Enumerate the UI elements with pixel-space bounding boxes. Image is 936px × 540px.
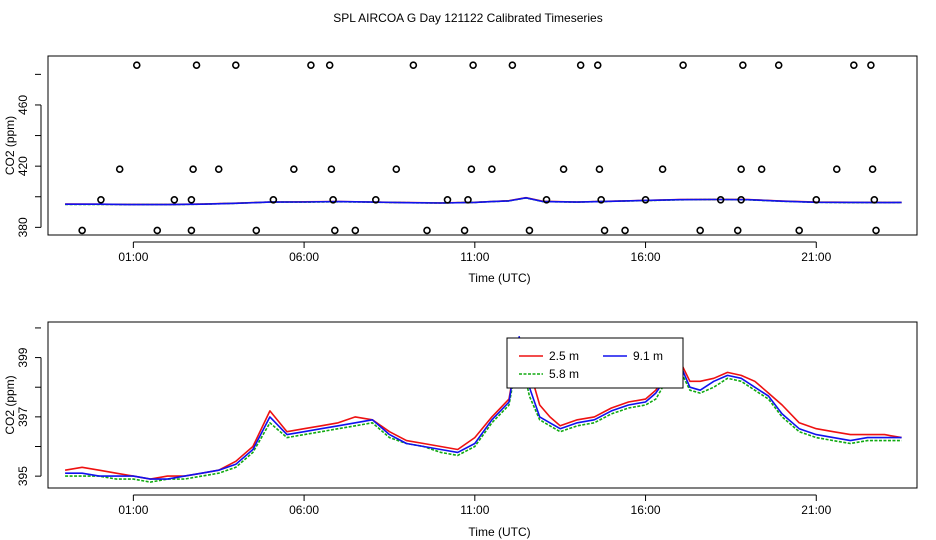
data-point bbox=[576, 61, 585, 69]
data-point bbox=[595, 165, 604, 174]
plot-frame bbox=[47, 321, 918, 489]
series-line-9-1-m bbox=[65, 197, 902, 206]
x-tick-label: 06:00 bbox=[289, 503, 319, 517]
x-axis-label: Time (UTC) bbox=[468, 271, 530, 285]
panel-bottom-line: 01:00 06:00 11:00 16:00 21:00 Time (UTC) 395 39… bbox=[3, 321, 918, 539]
x-tick-label: 16:00 bbox=[631, 503, 661, 517]
data-point bbox=[593, 61, 602, 69]
data-point bbox=[290, 165, 298, 174]
data-point bbox=[327, 165, 336, 174]
data-point bbox=[325, 61, 334, 69]
panel-top-scatter: 01:00 06:00 11:00 16:00 21:00 Time (UTC) 380 42… bbox=[3, 55, 918, 285]
data-point bbox=[872, 226, 880, 235]
series-line-9-1-m bbox=[65, 336, 902, 480]
x-tick-label: 11:00 bbox=[460, 503, 489, 517]
x-tick-label: 01:00 bbox=[118, 250, 148, 264]
y-tick-label: 420 bbox=[16, 156, 30, 176]
data-point bbox=[269, 196, 278, 204]
data-point bbox=[371, 196, 380, 204]
y-tick-label: 380 bbox=[16, 217, 30, 237]
data-point bbox=[467, 165, 476, 174]
data-point bbox=[868, 165, 877, 174]
data-point bbox=[78, 226, 86, 235]
data-point bbox=[409, 61, 418, 69]
data-point bbox=[231, 61, 240, 69]
data-point bbox=[559, 165, 568, 174]
legend-box bbox=[506, 337, 684, 389]
data-point bbox=[542, 196, 551, 204]
data-point bbox=[812, 196, 821, 204]
data-point bbox=[621, 226, 629, 235]
data-point bbox=[525, 226, 534, 235]
y-tick-label: 397 bbox=[16, 407, 30, 427]
data-point bbox=[716, 196, 725, 204]
data-point bbox=[733, 226, 742, 235]
data-point bbox=[679, 61, 687, 69]
data-point bbox=[600, 226, 609, 235]
data-point bbox=[739, 61, 747, 69]
data-point bbox=[423, 226, 431, 235]
data-point bbox=[214, 165, 223, 174]
data-point bbox=[757, 165, 766, 174]
data-point bbox=[597, 196, 605, 204]
x-axis-label: Time (UTC) bbox=[468, 525, 530, 539]
y-tick-label: 399 bbox=[16, 347, 30, 367]
data-point bbox=[832, 165, 841, 174]
data-point bbox=[132, 61, 141, 69]
data-point bbox=[115, 165, 124, 174]
x-tick-label: 11:00 bbox=[460, 250, 489, 264]
data-point bbox=[658, 165, 667, 174]
y-tick-label: 395 bbox=[16, 466, 30, 486]
x-tick-label: 01:00 bbox=[118, 503, 148, 517]
series-line-2-5-m bbox=[64, 339, 902, 480]
legend-label: 2.5 m bbox=[549, 349, 579, 363]
legend-label: 5.8 m bbox=[549, 367, 579, 381]
data-point bbox=[795, 226, 803, 235]
data-point bbox=[187, 226, 196, 235]
legend-label: 9.1 m bbox=[633, 349, 663, 363]
data-point bbox=[737, 165, 745, 174]
y-axis-label: CO2 (ppm) bbox=[3, 116, 17, 175]
data-point bbox=[696, 226, 704, 235]
data-point bbox=[392, 165, 401, 174]
series-line-5-8-m bbox=[65, 347, 902, 483]
data-point bbox=[850, 61, 858, 69]
data-point bbox=[641, 196, 650, 204]
y-axis-label: CO2 (ppm) bbox=[3, 375, 17, 434]
data-point bbox=[252, 226, 261, 235]
data-point bbox=[870, 196, 879, 204]
x-tick-label: 16:00 bbox=[631, 250, 661, 264]
data-point bbox=[488, 165, 496, 174]
data-point bbox=[469, 61, 477, 69]
data-point bbox=[329, 196, 337, 204]
data-point bbox=[189, 165, 197, 174]
data-point bbox=[774, 61, 783, 69]
data-point bbox=[97, 196, 105, 204]
data-point bbox=[867, 61, 875, 69]
data-point bbox=[192, 61, 201, 69]
legend: 2.5 m 5.8 m 9.1 m bbox=[506, 337, 684, 389]
x-tick-label: 21:00 bbox=[801, 503, 831, 517]
data-point bbox=[737, 196, 745, 204]
y-tick-label: 460 bbox=[16, 95, 30, 115]
data-point bbox=[351, 226, 360, 235]
data-point bbox=[331, 226, 339, 235]
data-point bbox=[170, 196, 179, 204]
data-point bbox=[464, 196, 472, 204]
plot-frame bbox=[47, 55, 918, 236]
data-point bbox=[153, 226, 162, 235]
data-point bbox=[460, 226, 469, 235]
x-tick-label: 21:00 bbox=[801, 250, 831, 264]
figure-title: SPL AIRCOA G Day 121122 Calibrated Times… bbox=[333, 11, 602, 25]
data-point bbox=[443, 196, 452, 204]
x-tick-label: 06:00 bbox=[289, 250, 319, 264]
data-point bbox=[307, 61, 315, 69]
data-point bbox=[508, 61, 517, 69]
data-point bbox=[187, 196, 196, 204]
